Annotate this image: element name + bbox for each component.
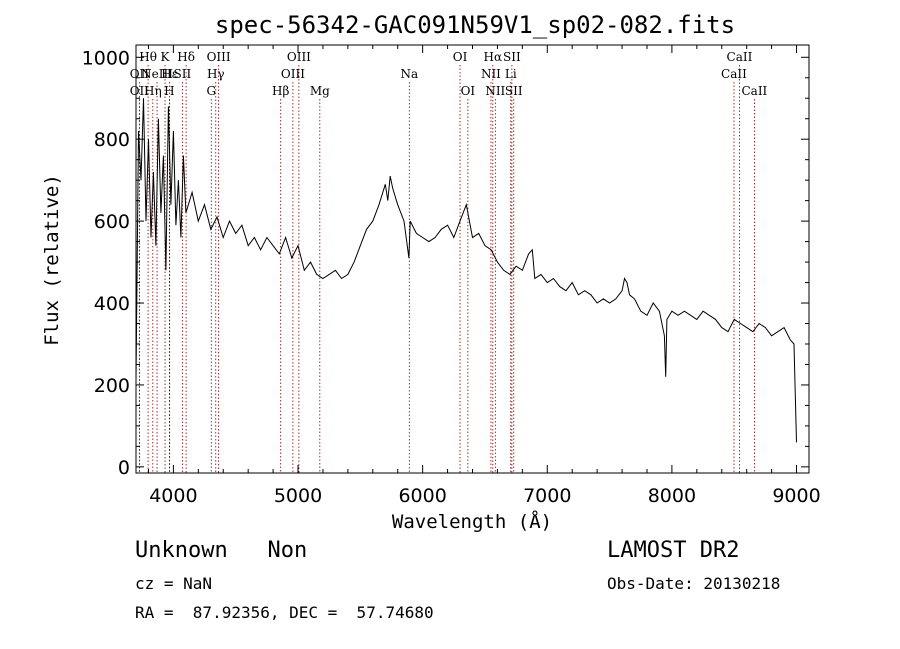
x-tick-label: 9000 [772, 485, 820, 507]
survey-name: LAMOST DR2 [607, 538, 740, 563]
line-label: NII [481, 67, 501, 81]
line-label: CaII [721, 67, 747, 81]
line-label: CaII [741, 84, 767, 98]
line-label: SII [174, 67, 192, 81]
line-label: OII [130, 67, 150, 81]
plot-frame [135, 44, 810, 474]
y-tick-label: 1000 [82, 47, 130, 69]
line-label: H [164, 84, 174, 98]
chart-title: spec-56342-GAC091N59V1_sp02-082.fits [215, 11, 735, 39]
y-tick-label: 0 [118, 457, 130, 479]
line-label: SII [503, 50, 521, 64]
spectral-line-markers: OIIOIIHθHηNeIIIKHHεSIIHδGHγOIIIHβOIIIOII… [130, 50, 768, 473]
line-label: OI [461, 84, 476, 98]
line-label: Hγ [207, 67, 225, 81]
x-tick-label: 4000 [149, 485, 197, 507]
x-tick-label: 7000 [523, 485, 571, 507]
line-label: NeIII [141, 67, 173, 81]
line-label: K [161, 50, 171, 64]
x-tick-label: 5000 [274, 485, 322, 507]
radec-text: RA = 87.92356, DEC = 57.74680 [135, 603, 434, 622]
x-axis-label: Wavelength (Å) [392, 510, 552, 533]
line-label: SII [505, 84, 523, 98]
line-label: G [206, 84, 216, 98]
line-label: NII [485, 84, 505, 98]
x-axis-ticks: 4000 5000 6000 7000 8000 9000 [147, 45, 821, 507]
object-class-text: Unknown Non [135, 538, 308, 563]
x-tick-label: 6000 [398, 485, 446, 507]
redshift-text: cz = NaN [135, 574, 213, 593]
line-label: Mg [310, 84, 330, 98]
y-tick-label: 400 [94, 293, 130, 315]
line-label: Na [400, 67, 418, 81]
line-label: Hη [144, 84, 162, 98]
line-label: OIII [287, 50, 311, 64]
spectrum-series-line [135, 98, 797, 443]
line-label: Hδ [177, 50, 195, 64]
y-tick-label: 800 [94, 129, 130, 151]
y-axis-label: Flux (relative) [41, 174, 63, 346]
line-label: Hβ [272, 84, 289, 98]
y-axis-ticks: 0 200 400 600 800 1000 [82, 47, 809, 479]
line-label: OII [130, 84, 150, 98]
line-label: Li [505, 67, 517, 81]
y-tick-label: 200 [94, 375, 130, 397]
obs-date-text: Obs-Date: 20130218 [607, 574, 781, 593]
line-label: OI [453, 50, 468, 64]
line-label: Hθ [139, 50, 157, 64]
line-label: OIII [207, 50, 231, 64]
y-tick-label: 600 [94, 211, 130, 233]
line-label: OIII [281, 67, 305, 81]
line-label: Hα [484, 50, 503, 64]
line-label: CaII [727, 50, 753, 64]
line-label: Hε [161, 67, 178, 81]
x-tick-label: 8000 [648, 485, 696, 507]
